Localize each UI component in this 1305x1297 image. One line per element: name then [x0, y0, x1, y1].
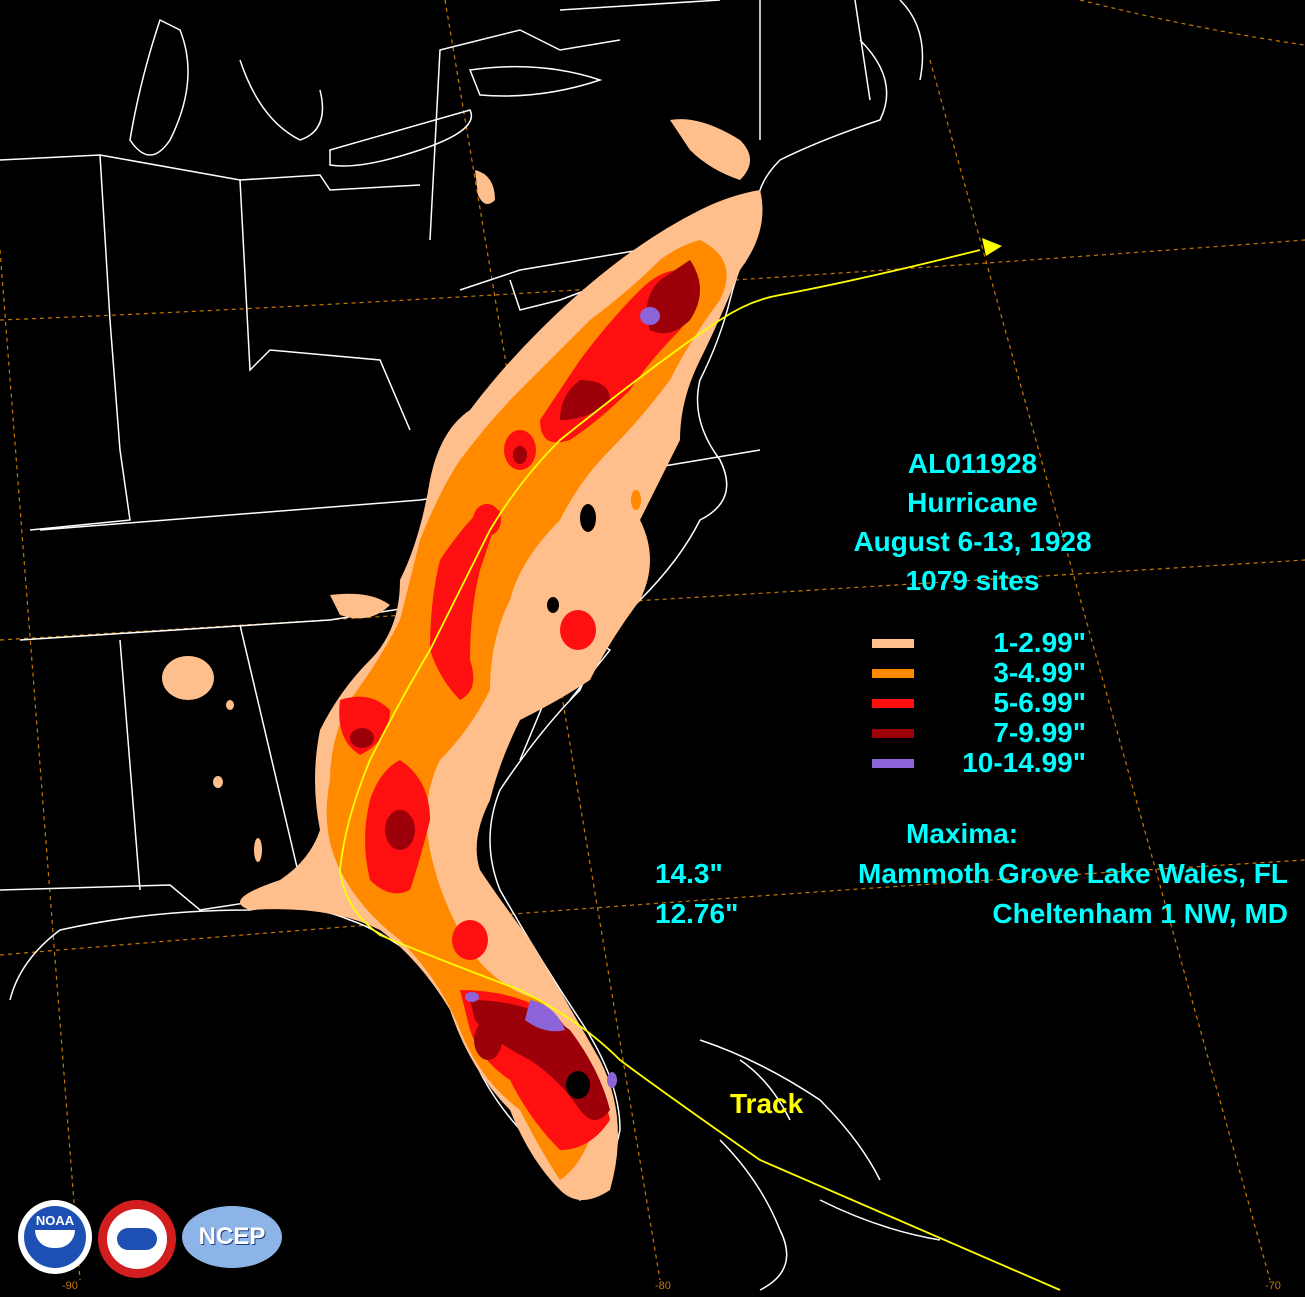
- storm-dates: August 6-13, 1928: [853, 526, 1092, 557]
- legend-label: 1-2.99": [993, 627, 1086, 658]
- track-arrowhead: [982, 238, 1002, 256]
- nws-logo: [98, 1200, 176, 1278]
- legend-swatch: [872, 669, 914, 678]
- legend-label: 7-9.99": [993, 717, 1086, 748]
- legend-label: 5-6.99": [993, 687, 1086, 718]
- caribbean-islands: [699, 1039, 941, 1291]
- storm-id: AL011928: [907, 448, 1038, 479]
- maxima-title: Maxima:: [906, 818, 1019, 849]
- legend-item: 3-4.99": [866, 656, 1086, 688]
- cloud-icon: [117, 1228, 157, 1250]
- hurricane-track: [339, 238, 1061, 1291]
- legend-item: 10-14.99": [866, 746, 1086, 778]
- rainfall-swath: [162, 119, 763, 1200]
- ncep-logo-text: NCEP: [198, 1223, 266, 1250]
- noaa-logo: NOAA: [18, 1200, 92, 1274]
- maxima-value: 12.76": [655, 898, 739, 929]
- storm-sites: 1079 sites: [905, 565, 1040, 596]
- great-lakes: [129, 18, 603, 167]
- storm-title-block: AL011928 Hurricane August 6-13, 1928 107…: [800, 444, 1145, 600]
- legend-label: 10-14.99": [962, 747, 1086, 778]
- legend-swatch: [872, 759, 914, 768]
- legend-swatch: [872, 699, 914, 708]
- legend-swatch: [872, 639, 914, 648]
- legend-item: 7-9.99": [866, 716, 1086, 748]
- legend-item: 5-6.99": [866, 686, 1086, 718]
- legend-swatch: [872, 729, 914, 738]
- noaa-logo-text: NOAA: [35, 1212, 75, 1228]
- longitude-tick: -80: [655, 1280, 671, 1292]
- maxima-site: Mammoth Grove Lake Wales, FL: [858, 858, 1288, 889]
- longitude-tick: -90: [62, 1280, 78, 1292]
- rainfall-legend: 1-2.99" 3-4.99" 5-6.99" 7-9.99" 10-14.99…: [866, 626, 1086, 778]
- legend-label: 3-4.99": [993, 657, 1086, 688]
- track-label: Track: [730, 1088, 804, 1119]
- ncep-logo: NCEP: [182, 1206, 282, 1268]
- storm-type: Hurricane: [907, 487, 1038, 518]
- longitude-tick: -70: [1265, 1280, 1281, 1292]
- maxima-site: Cheltenham 1 NW, MD: [992, 898, 1288, 929]
- legend-item: 1-2.99": [866, 626, 1086, 658]
- maxima-value: 14.3": [655, 858, 723, 889]
- seagull-icon: [35, 1229, 75, 1248]
